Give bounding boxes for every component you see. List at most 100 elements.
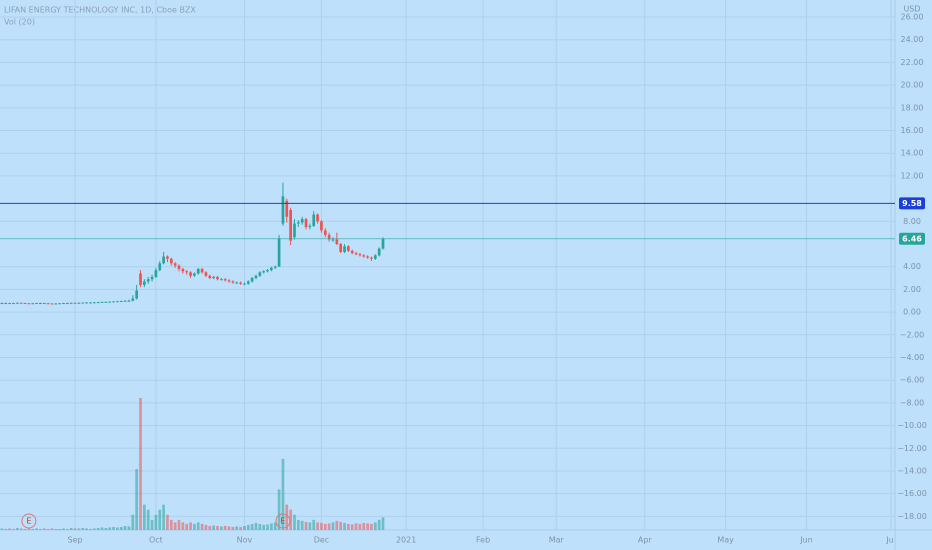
candle-body (58, 303, 62, 305)
candle-body (39, 303, 42, 305)
candle-body (181, 268, 185, 272)
earnings-label: E (26, 517, 31, 526)
volume-bar (273, 522, 277, 530)
volume-bar (154, 514, 158, 530)
volume-bar (285, 504, 289, 530)
x-tick-label: Jul (885, 536, 896, 545)
y-tick-label: 2.00 (903, 285, 921, 294)
candle-body (112, 301, 115, 303)
candle-body (173, 263, 177, 266)
volume-bar (370, 523, 373, 530)
y-tick-label: 18.00 (901, 103, 924, 112)
volume-bar (316, 522, 319, 530)
volume-bar (312, 519, 316, 530)
x-tick-label: Mar (549, 536, 565, 545)
candle-body (343, 246, 346, 252)
x-tick-label: May (717, 536, 734, 545)
candle-body (312, 214, 316, 226)
volume-bar (362, 522, 366, 530)
candle-body (347, 246, 350, 251)
candle-body (73, 302, 77, 304)
volume-bar (204, 524, 208, 530)
volume-bar (77, 528, 81, 530)
volume-bar (131, 514, 135, 530)
candle-body (289, 209, 292, 241)
candle-body (323, 230, 327, 235)
volume-bar (235, 526, 239, 530)
volume-bar (146, 509, 150, 530)
candle-body (27, 303, 31, 305)
volume-bar (308, 522, 312, 530)
candle-body (85, 302, 88, 304)
candle-body (139, 273, 142, 285)
x-tick-label: Apr (638, 536, 653, 545)
candle-body (381, 238, 385, 249)
x-tick-label: 2021 (396, 536, 416, 545)
volume-bar (116, 527, 119, 530)
volume-bar (227, 526, 231, 530)
candle-body (212, 276, 215, 279)
volume-bar (19, 528, 23, 530)
candle-body (50, 303, 54, 305)
candle-body (12, 303, 15, 305)
candle-body (273, 266, 277, 268)
volume-bar (27, 528, 31, 530)
volume-bar (343, 522, 346, 530)
y-tick-label: 16.00 (901, 126, 924, 135)
volume-bar (23, 528, 27, 530)
y-tick-label: 24.00 (901, 35, 924, 44)
y-tick-label: 14.00 (901, 149, 924, 158)
currency-label: USD (903, 5, 920, 14)
candle-body (316, 214, 319, 222)
candle-body (227, 280, 231, 282)
candle-body (239, 282, 242, 284)
candle-body (331, 239, 335, 241)
volume-bar (73, 528, 77, 530)
volume-bar (62, 528, 65, 530)
candle-body (31, 303, 35, 305)
y-tick-label: −6.00 (900, 376, 925, 385)
volume-bar (119, 526, 123, 530)
price-label: 6.46 (902, 234, 922, 243)
y-tick-label: 26.00 (901, 13, 924, 22)
volume-bar (323, 523, 327, 530)
volume-bar (162, 504, 165, 530)
candle-body (219, 279, 223, 281)
candle-body (235, 282, 239, 284)
candle-body (169, 258, 173, 264)
candle-body (358, 254, 362, 256)
candle-body (204, 272, 208, 276)
volume-bar (331, 522, 335, 530)
candle-body (350, 250, 354, 254)
candle-body (15, 302, 19, 304)
volume-bar (258, 523, 262, 530)
volume-bar (42, 528, 46, 530)
volume-bar (0, 528, 4, 530)
candle-body (135, 290, 139, 299)
candle-body (158, 263, 162, 271)
candle-body (146, 279, 150, 282)
volume-bar (208, 525, 212, 530)
candle-body (116, 301, 119, 303)
volume-bar (181, 522, 185, 530)
candle-body (89, 302, 92, 304)
volume-bar (31, 528, 35, 530)
y-tick-label: −2.00 (900, 330, 925, 339)
volume-bar (200, 523, 204, 530)
candle-body (69, 302, 73, 304)
volume-bar (239, 526, 242, 530)
price-label-box (899, 197, 925, 210)
volume-bar (281, 458, 285, 530)
candle-body (54, 303, 58, 305)
candle-body (335, 239, 339, 245)
volume-bar (46, 528, 50, 530)
volume-bar (320, 522, 323, 530)
volume-bar (39, 528, 42, 530)
volume-bar (177, 519, 181, 530)
x-tick-label: Feb (476, 536, 490, 545)
volume-bar (185, 523, 189, 530)
y-tick-label: 12.00 (901, 171, 924, 180)
y-tick-label: −12.00 (897, 444, 927, 453)
candle-body (193, 273, 196, 276)
candle-body (108, 301, 112, 303)
